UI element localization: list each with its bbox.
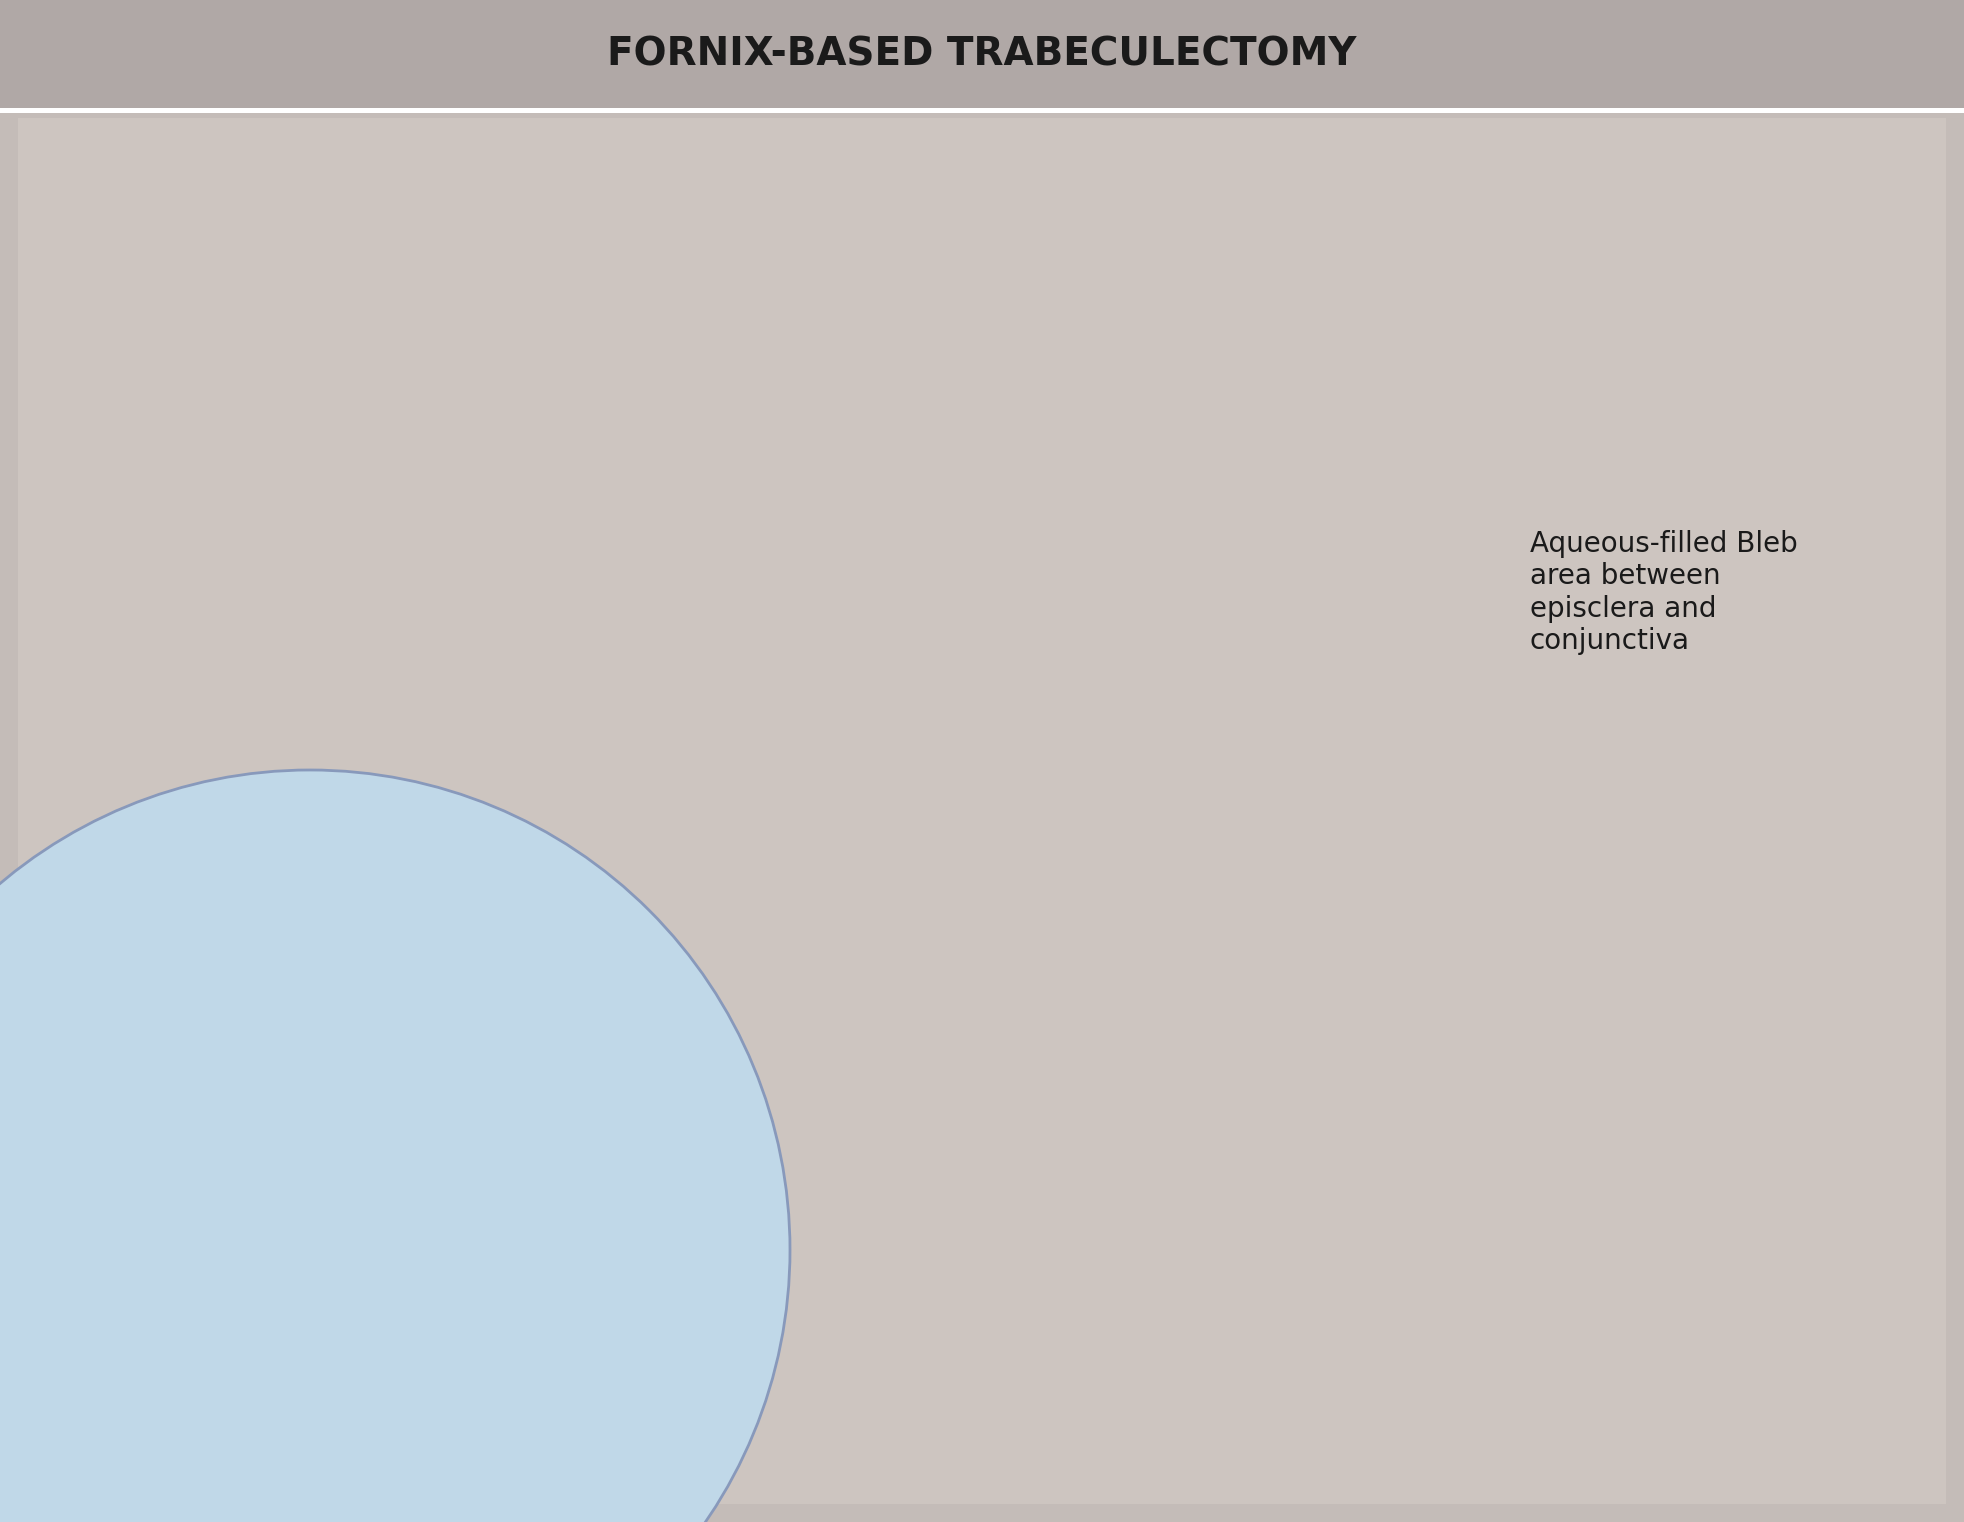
Text: FORNIX-BASED TRABECULECTOMY: FORNIX-BASED TRABECULECTOMY: [607, 35, 1357, 73]
Circle shape: [0, 770, 790, 1522]
Bar: [0, 0, 1964, 108]
Text: Aqueous-filled Bleb
area between
episclera and
conjunctiva: Aqueous-filled Bleb area between episcle…: [1530, 530, 1797, 654]
Bar: [0, 108, 1964, 113]
